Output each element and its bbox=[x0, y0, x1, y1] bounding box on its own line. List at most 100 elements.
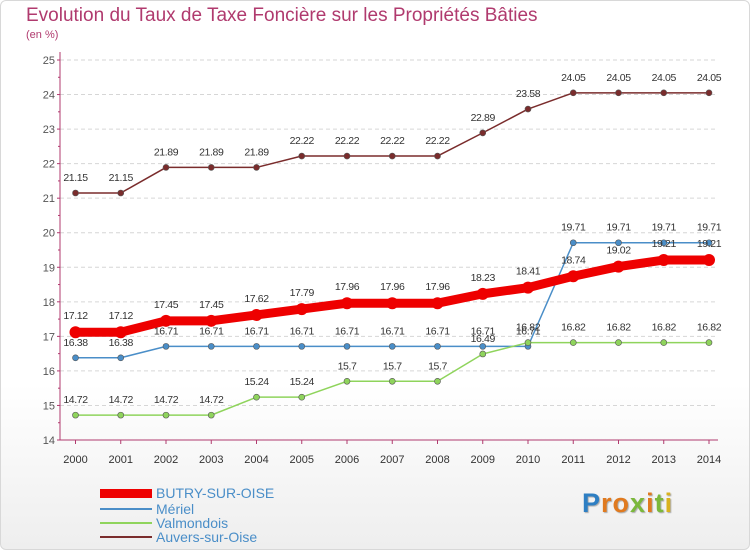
data-point bbox=[569, 239, 577, 247]
data-label: 23.58 bbox=[516, 88, 541, 100]
data-point bbox=[117, 189, 125, 197]
data-point bbox=[388, 377, 396, 385]
data-point bbox=[703, 254, 715, 267]
y-tick-label: 23 bbox=[43, 124, 55, 136]
data-point bbox=[117, 354, 125, 362]
data-label: 17.96 bbox=[335, 281, 360, 293]
data-point bbox=[298, 152, 306, 160]
y-tick-label: 24 bbox=[43, 90, 55, 102]
data-point bbox=[117, 411, 125, 419]
data-label: 14.72 bbox=[154, 394, 179, 406]
y-tick-label: 22 bbox=[43, 159, 55, 171]
data-point bbox=[476, 287, 489, 300]
data-point bbox=[479, 343, 487, 350]
data-label: 15.24 bbox=[290, 376, 315, 388]
data-point bbox=[295, 303, 308, 316]
data-label: 24.05 bbox=[652, 72, 677, 84]
y-tick-label: 20 bbox=[43, 228, 55, 240]
data-label: 19.21 bbox=[697, 238, 722, 250]
data-point bbox=[341, 297, 353, 310]
x-tick-label: 2009 bbox=[471, 454, 495, 466]
data-point bbox=[205, 314, 218, 327]
data-point bbox=[434, 377, 441, 385]
data-label: 16.82 bbox=[516, 322, 541, 334]
data-point bbox=[114, 326, 127, 339]
data-label: 21.15 bbox=[109, 172, 134, 184]
data-label: 15.7 bbox=[428, 360, 447, 372]
data-point bbox=[160, 314, 172, 327]
logo-letter: P bbox=[582, 488, 602, 518]
data-point bbox=[388, 152, 396, 160]
x-tick-label: 2001 bbox=[109, 454, 133, 466]
data-label: 21.89 bbox=[244, 146, 269, 158]
data-label: 16.71 bbox=[199, 325, 224, 337]
data-label: 21.89 bbox=[199, 146, 224, 158]
data-label: 16.82 bbox=[606, 322, 631, 334]
chart-unit-label: (en %) bbox=[26, 29, 59, 41]
data-point bbox=[615, 89, 622, 97]
data-point bbox=[705, 89, 713, 97]
data-label: 16.71 bbox=[290, 325, 315, 337]
x-tick-label: 2002 bbox=[154, 454, 178, 466]
data-label: 15.7 bbox=[338, 360, 357, 372]
data-point bbox=[569, 89, 577, 97]
data-label: 14.72 bbox=[199, 394, 224, 406]
data-label: 16.71 bbox=[335, 325, 360, 337]
logo-letter: r bbox=[601, 488, 613, 518]
data-label: 22.22 bbox=[335, 135, 360, 147]
data-label: 19.21 bbox=[652, 238, 677, 250]
data-point bbox=[479, 350, 487, 358]
data-label: 16.71 bbox=[516, 325, 541, 337]
legend-label: BUTRY-SUR-OISE bbox=[156, 485, 275, 501]
y-tick-label: 17 bbox=[43, 331, 55, 343]
data-label: 19.02 bbox=[606, 245, 631, 257]
data-label: 19.71 bbox=[652, 222, 677, 234]
data-label: 22.22 bbox=[380, 135, 405, 147]
legend-item: Auvers-sur-Oise bbox=[100, 529, 257, 545]
x-tick-label: 2004 bbox=[244, 454, 268, 466]
data-label: 16.71 bbox=[244, 325, 269, 337]
y-tick-label: 15 bbox=[43, 400, 55, 412]
x-tick-label: 2000 bbox=[63, 454, 87, 466]
data-label: 22.22 bbox=[290, 135, 315, 147]
legend-item: BUTRY-SUR-OISE bbox=[100, 485, 275, 501]
logo-letter: t bbox=[654, 488, 665, 518]
data-label: 18.41 bbox=[516, 266, 541, 278]
data-label: 19.71 bbox=[697, 222, 722, 234]
logo-letter: i bbox=[664, 488, 674, 518]
data-point bbox=[343, 343, 351, 350]
legend-label: Mériel bbox=[156, 501, 195, 517]
legend-swatch bbox=[100, 536, 152, 538]
data-label: 17.62 bbox=[244, 293, 269, 305]
x-tick-label: 2005 bbox=[290, 454, 314, 466]
y-tick-label: 16 bbox=[43, 366, 55, 378]
data-label: 16.82 bbox=[561, 322, 586, 334]
data-label: 17.79 bbox=[290, 287, 315, 299]
logo-letter: x bbox=[630, 488, 647, 518]
x-tick-label: 2011 bbox=[561, 454, 585, 466]
data-label: 17.96 bbox=[380, 281, 405, 293]
data-label: 22.89 bbox=[471, 112, 496, 124]
data-point bbox=[567, 270, 580, 283]
logo-letter: i bbox=[646, 488, 655, 518]
data-point bbox=[207, 343, 215, 350]
data-label: 17.96 bbox=[425, 281, 450, 293]
data-point bbox=[388, 343, 396, 350]
y-tick-label: 25 bbox=[43, 55, 55, 67]
data-point bbox=[162, 164, 170, 171]
data-label: 16.82 bbox=[697, 322, 722, 334]
y-tick-label: 21 bbox=[43, 193, 55, 205]
data-point bbox=[660, 89, 668, 97]
data-point bbox=[72, 354, 79, 362]
data-label: 16.82 bbox=[652, 322, 677, 334]
x-tick-label: 2003 bbox=[199, 454, 223, 466]
x-tick-label: 2013 bbox=[652, 454, 676, 466]
data-point bbox=[615, 239, 622, 247]
data-label: 24.05 bbox=[561, 72, 586, 84]
legend-swatch bbox=[100, 522, 152, 524]
data-point bbox=[434, 343, 441, 350]
data-point bbox=[207, 164, 215, 171]
data-label: 18.74 bbox=[561, 254, 586, 266]
data-label: 16.71 bbox=[425, 325, 450, 337]
